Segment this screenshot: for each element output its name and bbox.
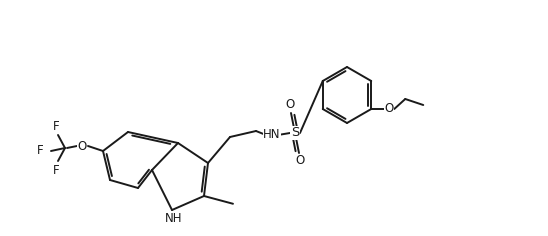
Text: F: F	[53, 119, 59, 132]
Text: O: O	[295, 155, 305, 168]
Text: HN: HN	[263, 128, 281, 142]
Text: O: O	[77, 139, 87, 152]
Text: O: O	[385, 102, 394, 115]
Text: F: F	[53, 164, 59, 177]
Text: NH: NH	[165, 212, 182, 226]
Text: S: S	[291, 126, 299, 139]
Text: O: O	[286, 98, 295, 111]
Text: F: F	[37, 144, 43, 157]
